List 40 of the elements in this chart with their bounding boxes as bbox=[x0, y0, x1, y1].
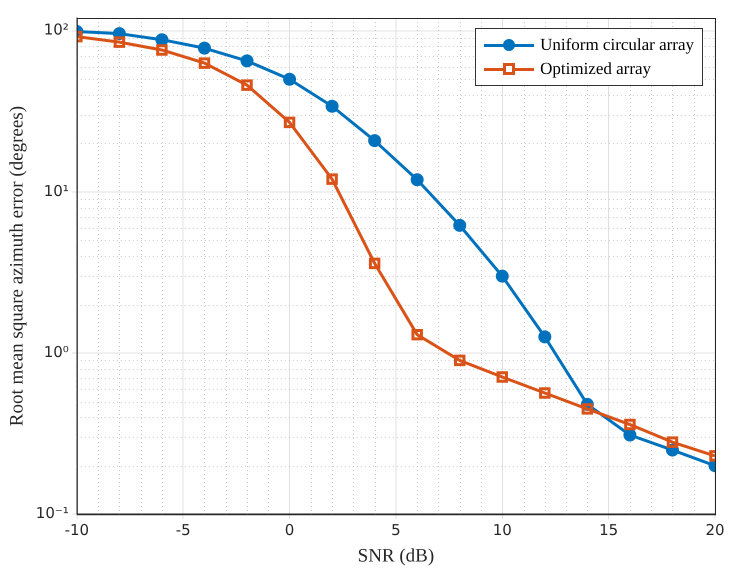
point bbox=[368, 258, 380, 270]
x-tick-label: -10 bbox=[64, 521, 90, 540]
point bbox=[326, 100, 339, 113]
point bbox=[496, 270, 509, 283]
point bbox=[156, 44, 168, 56]
point bbox=[410, 173, 424, 186]
point bbox=[623, 428, 636, 442]
point bbox=[241, 79, 253, 91]
x-tick-label: 20 bbox=[705, 521, 725, 540]
point bbox=[496, 371, 508, 383]
point bbox=[198, 57, 210, 69]
y-tick-label: 10¹ bbox=[44, 182, 69, 200]
x-tick-label: -5 bbox=[176, 521, 191, 540]
point bbox=[368, 134, 382, 148]
point bbox=[326, 173, 338, 185]
point bbox=[240, 54, 254, 68]
y-axis-title: Root mean square azimuth error (degrees) bbox=[6, 106, 28, 426]
x-tick-label: 0 bbox=[284, 521, 294, 540]
point bbox=[198, 42, 211, 55]
y-tick-label: 10⁰ bbox=[44, 342, 69, 361]
point bbox=[666, 436, 678, 448]
point bbox=[114, 36, 126, 48]
point bbox=[411, 328, 423, 340]
y-tick-label: 10² bbox=[44, 20, 69, 39]
point bbox=[284, 116, 296, 128]
x-tick-label: 5 bbox=[391, 521, 401, 540]
point bbox=[155, 33, 168, 46]
legend-label: Optimized array bbox=[540, 59, 652, 79]
point bbox=[454, 354, 466, 366]
x-tick-label: 15 bbox=[599, 521, 618, 540]
point bbox=[538, 330, 552, 344]
point bbox=[283, 72, 296, 86]
point bbox=[582, 403, 594, 415]
y-tick-label: 10⁻¹ bbox=[36, 504, 69, 522]
x-axis-title: SNR (dB) bbox=[358, 546, 434, 567]
point bbox=[539, 387, 551, 399]
point bbox=[624, 418, 636, 430]
legend-label: Uniform circular array bbox=[540, 35, 694, 55]
point bbox=[453, 218, 466, 232]
x-tick-label: 10 bbox=[492, 521, 512, 540]
